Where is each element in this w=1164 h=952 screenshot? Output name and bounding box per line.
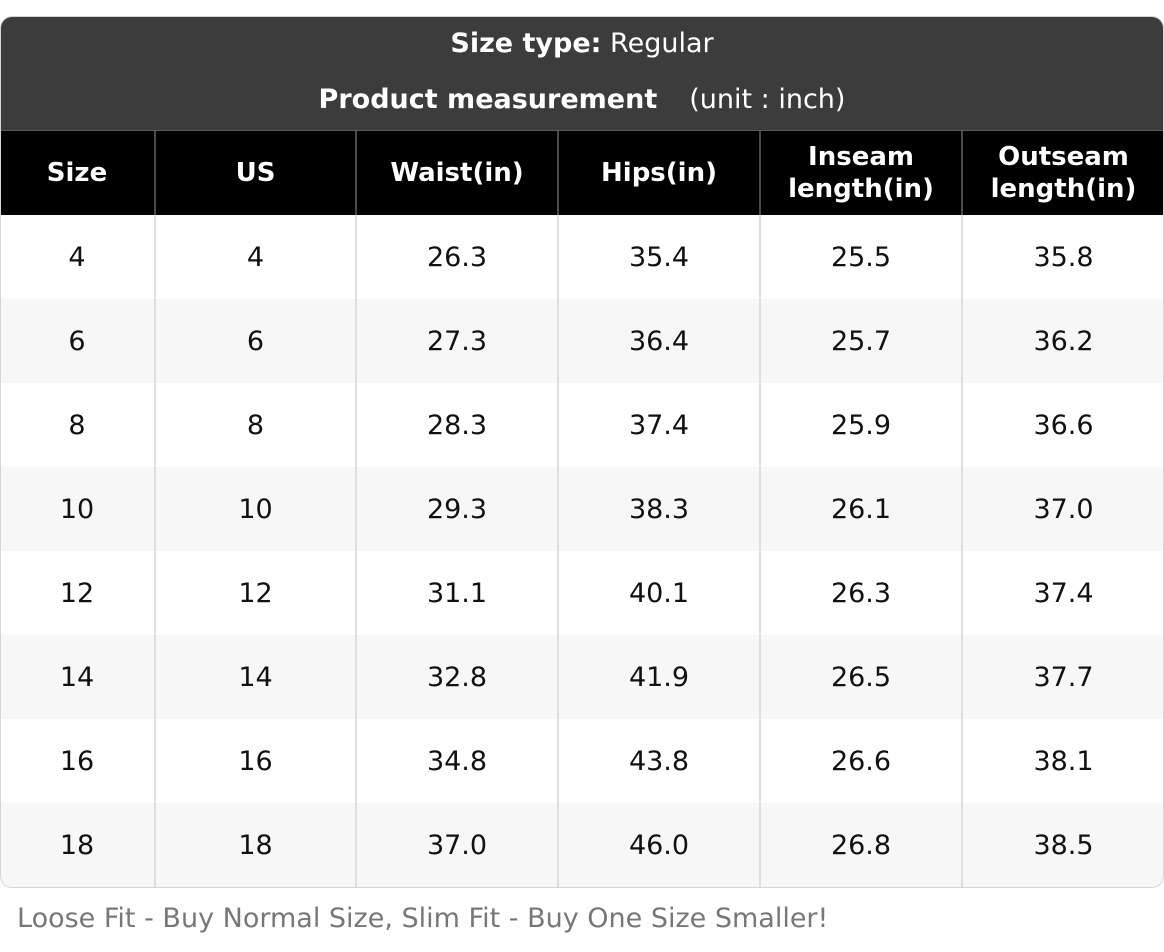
column-header-hips: Hips(in) [558, 131, 761, 215]
cell-hips: 46.0 [558, 803, 761, 887]
cell-waist: 32.8 [356, 635, 559, 719]
cell-inseam: 26.6 [760, 719, 963, 803]
cell-size: 10 [1, 467, 156, 551]
table-row: 16 16 34.8 43.8 26.6 38.1 [1, 719, 1163, 803]
cell-hips: 40.1 [558, 551, 761, 635]
fit-note: Loose Fit - Buy Normal Size, Slim Fit - … [17, 903, 829, 934]
column-header-outseam: Outseam length(in) [962, 131, 1163, 215]
table-row: 6 6 27.3 36.4 25.7 36.2 [1, 299, 1163, 383]
cell-inseam: 26.8 [760, 803, 963, 887]
cell-outseam: 36.2 [962, 299, 1163, 383]
cell-outseam: 38.1 [962, 719, 1163, 803]
table-row: 10 10 29.3 38.3 26.1 37.0 [1, 467, 1163, 551]
cell-size: 6 [1, 299, 156, 383]
column-header-us: US [155, 131, 357, 215]
table-row: 4 4 26.3 35.4 25.5 35.8 [1, 215, 1163, 299]
cell-waist: 27.3 [356, 299, 559, 383]
cell-size: 18 [1, 803, 156, 887]
cell-inseam: 25.9 [760, 383, 963, 467]
table-header-row: Size US Waist(in) Hips(in) Inseam length… [1, 131, 1163, 215]
table-row: 8 8 28.3 37.4 25.9 36.6 [1, 383, 1163, 467]
cell-waist: 37.0 [356, 803, 559, 887]
cell-inseam: 26.1 [760, 467, 963, 551]
chart-header: Size type: Regular Product measurement (u… [1, 17, 1163, 131]
cell-us: 16 [155, 719, 357, 803]
cell-us: 10 [155, 467, 357, 551]
size-type-line: Size type: Regular [1, 27, 1163, 61]
cell-waist: 26.3 [356, 215, 559, 299]
cell-us: 14 [155, 635, 357, 719]
size-chart: Size type: Regular Product measurement (u… [0, 16, 1164, 888]
size-table: Size US Waist(in) Hips(in) Inseam length… [1, 131, 1163, 887]
measurement-line: Product measurement (unit : inch) [1, 83, 1163, 117]
cell-inseam: 26.3 [760, 551, 963, 635]
unit-text: (unit : inch) [689, 84, 846, 115]
cell-hips: 41.9 [558, 635, 761, 719]
column-header-waist: Waist(in) [356, 131, 559, 215]
cell-size: 8 [1, 383, 156, 467]
column-header-inseam: Inseam length(in) [760, 131, 963, 215]
cell-size: 14 [1, 635, 156, 719]
table-row: 14 14 32.8 41.9 26.5 37.7 [1, 635, 1163, 719]
cell-waist: 31.1 [356, 551, 559, 635]
cell-waist: 29.3 [356, 467, 559, 551]
cell-outseam: 37.0 [962, 467, 1163, 551]
cell-outseam: 37.7 [962, 635, 1163, 719]
cell-outseam: 37.4 [962, 551, 1163, 635]
cell-inseam: 26.5 [760, 635, 963, 719]
cell-inseam: 25.7 [760, 299, 963, 383]
cell-hips: 38.3 [558, 467, 761, 551]
cell-outseam: 36.6 [962, 383, 1163, 467]
cell-us: 12 [155, 551, 357, 635]
cell-hips: 43.8 [558, 719, 761, 803]
cell-hips: 35.4 [558, 215, 761, 299]
cell-us: 18 [155, 803, 357, 887]
table-row: 12 12 31.1 40.1 26.3 37.4 [1, 551, 1163, 635]
cell-us: 4 [155, 215, 357, 299]
cell-outseam: 35.8 [962, 215, 1163, 299]
cell-waist: 34.8 [356, 719, 559, 803]
cell-hips: 36.4 [558, 299, 761, 383]
cell-size: 12 [1, 551, 156, 635]
size-type-value: Regular [610, 28, 714, 59]
cell-size: 16 [1, 719, 156, 803]
cell-waist: 28.3 [356, 383, 559, 467]
cell-size: 4 [1, 215, 156, 299]
cell-hips: 37.4 [558, 383, 761, 467]
cell-us: 8 [155, 383, 357, 467]
cell-inseam: 25.5 [760, 215, 963, 299]
table-row: 18 18 37.0 46.0 26.8 38.5 [1, 803, 1163, 887]
measurement-label: Product measurement [318, 84, 658, 115]
cell-outseam: 38.5 [962, 803, 1163, 887]
cell-us: 6 [155, 299, 357, 383]
column-header-size: Size [1, 131, 156, 215]
size-type-label: Size type: [450, 28, 602, 59]
